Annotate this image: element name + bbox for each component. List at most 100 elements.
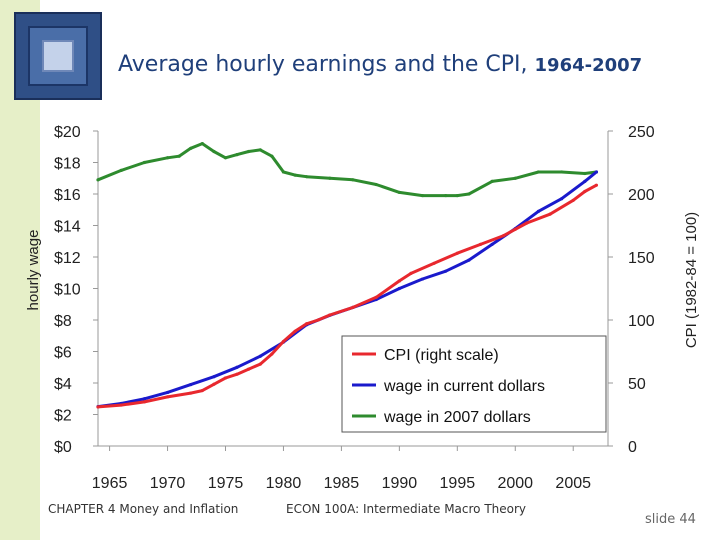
- x-tick-label: 1975: [208, 475, 244, 492]
- data-point-wage-in-2007-dollars: [293, 173, 297, 177]
- data-point-wage-in-current-dollars: [536, 209, 541, 213]
- y-right-tick-label: 250: [628, 124, 655, 141]
- data-point-wage-in-2007-dollars: [200, 142, 204, 146]
- logo-inner-square: [28, 26, 88, 86]
- data-point-wage-in-2007-dollars: [281, 170, 286, 174]
- data-point-wage-in-2007-dollars: [444, 193, 448, 198]
- data-point-cpi-right-scale: [374, 295, 378, 299]
- y-left-tick-label: $18: [54, 156, 81, 173]
- data-point-wage-in-current-dollars: [165, 390, 170, 395]
- data-point-wage-in-2007-dollars: [177, 154, 181, 158]
- data-point-wage-in-2007-dollars: [212, 149, 216, 154]
- data-point-cpi-right-scale: [548, 212, 552, 216]
- data-point-wage-in-current-dollars: [142, 397, 146, 401]
- data-point-cpi-right-scale: [96, 405, 100, 409]
- data-point-cpi-right-scale: [223, 376, 228, 380]
- data-point-wage-in-2007-dollars: [223, 156, 228, 160]
- x-tick-label: 1970: [150, 475, 186, 492]
- y-right-tick-label: 200: [628, 187, 655, 204]
- x-tick-label: 1985: [324, 475, 360, 492]
- y-left-tick-label: $6: [54, 345, 72, 362]
- data-point-wage-in-2007-dollars: [351, 178, 355, 182]
- y-left-tick-label: $2: [54, 408, 72, 425]
- data-point-wage-in-2007-dollars: [490, 179, 494, 183]
- y-left-tick-label: $14: [54, 219, 81, 236]
- data-point-wage-in-2007-dollars: [420, 193, 425, 198]
- y-left-tick-label: $10: [54, 282, 81, 299]
- data-point-cpi-right-scale: [583, 189, 587, 194]
- y-left-tick-label: $0: [54, 439, 72, 456]
- data-point-cpi-right-scale: [165, 395, 170, 399]
- x-tick-label: 1965: [92, 475, 128, 492]
- page-title: Average hourly earnings and the CPI, 196…: [118, 52, 698, 77]
- data-point-wage-in-2007-dollars: [96, 178, 100, 182]
- y-left-tick-label: $4: [54, 376, 72, 393]
- data-point-cpi-right-scale: [212, 382, 216, 386]
- data-point-wage-in-current-dollars: [560, 197, 564, 201]
- data-point-cpi-right-scale: [281, 339, 286, 344]
- data-point-cpi-right-scale: [235, 372, 239, 376]
- data-point-cpi-right-scale: [455, 251, 459, 255]
- data-point-wage-in-2007-dollars: [328, 176, 332, 180]
- data-point-wage-in-current-dollars: [258, 354, 262, 358]
- x-tick-label: 1980: [266, 475, 302, 492]
- data-point-wage-in-2007-dollars: [189, 146, 193, 150]
- data-point-wage-in-2007-dollars: [165, 156, 170, 160]
- x-tick-label: 1990: [382, 475, 418, 492]
- data-point-wage-in-2007-dollars: [270, 154, 274, 158]
- y-left-tick-label: $8: [54, 313, 72, 330]
- y-right-axis-title: CPI (1982-84 = 100): [683, 212, 700, 348]
- axes-layer: $0 $2 $4 $6 $8 $10 $12 $14 $16 $18 $20 0 50 100 150 200…: [54, 124, 655, 492]
- data-point-cpi-right-scale: [258, 362, 262, 366]
- title-years: 1964-2007: [534, 55, 643, 76]
- data-point-cpi-right-scale: [142, 400, 146, 404]
- data-point-cpi-right-scale: [432, 261, 436, 265]
- data-point-cpi-right-scale: [200, 388, 204, 393]
- data-point-wage-in-current-dollars: [420, 277, 425, 281]
- data-point-cpi-right-scale: [409, 271, 413, 275]
- y-right-tick-label: 50: [628, 376, 646, 393]
- y-left-axis-title: hourly wage: [25, 230, 42, 311]
- legend-box: [341, 335, 607, 433]
- y-left-tick-label: $20: [54, 124, 81, 141]
- data-point-cpi-right-scale: [513, 227, 517, 231]
- data-point-wage-in-current-dollars: [189, 382, 193, 387]
- data-point-wage-in-current-dollars: [490, 242, 494, 246]
- legend-label: wage in current dollars: [383, 378, 545, 395]
- data-point-wage-in-current-dollars: [594, 170, 599, 174]
- x-tick-label: 1995: [440, 475, 476, 492]
- data-point-wage-in-2007-dollars: [536, 170, 541, 174]
- data-point-cpi-right-scale: [293, 329, 297, 333]
- data-point-wage-in-current-dollars: [467, 258, 471, 262]
- series-wage-in-2007-dollars: [96, 142, 599, 198]
- x-tick-label: 2000: [497, 475, 533, 492]
- data-point-wage-in-2007-dollars: [119, 168, 123, 172]
- data-point-cpi-right-scale: [571, 198, 575, 202]
- data-point-cpi-right-scale: [594, 183, 599, 187]
- data-point-cpi-right-scale: [397, 279, 401, 283]
- data-point-cpi-right-scale: [189, 391, 193, 395]
- data-point-wage-in-2007-dollars: [305, 175, 309, 179]
- data-point-cpi-right-scale: [502, 233, 506, 238]
- data-point-cpi-right-scale: [351, 305, 355, 309]
- data-point-wage-in-2007-dollars: [374, 182, 378, 187]
- data-point-cpi-right-scale: [305, 322, 309, 326]
- data-point-wage-in-current-dollars: [212, 375, 216, 379]
- slide-logo-icon: [14, 12, 102, 100]
- data-point-wage-in-2007-dollars: [247, 149, 251, 154]
- data-point-wage-in-2007-dollars: [467, 192, 471, 196]
- series-line-wage-in-2007-dollars: [97, 142, 597, 198]
- legend: CPI (right scale) wage in current dollars…: [341, 335, 607, 433]
- legend-label: wage in 2007 dollars: [383, 409, 531, 426]
- data-point-wage-in-2007-dollars: [397, 190, 401, 195]
- data-point-cpi-right-scale: [316, 318, 320, 322]
- data-point-wage-in-2007-dollars: [142, 160, 146, 165]
- data-point-cpi-right-scale: [247, 367, 251, 371]
- data-point-cpi-right-scale: [478, 242, 483, 246]
- axis-labels-layer: hourly wage CPI (1982-84 = 100): [25, 212, 700, 348]
- data-point-cpi-right-scale: [119, 403, 123, 407]
- data-point-wage-in-current-dollars: [397, 286, 401, 291]
- title-main-text: Average hourly earnings and the CPI,: [118, 52, 535, 77]
- y-left-tick-label: $12: [54, 250, 81, 267]
